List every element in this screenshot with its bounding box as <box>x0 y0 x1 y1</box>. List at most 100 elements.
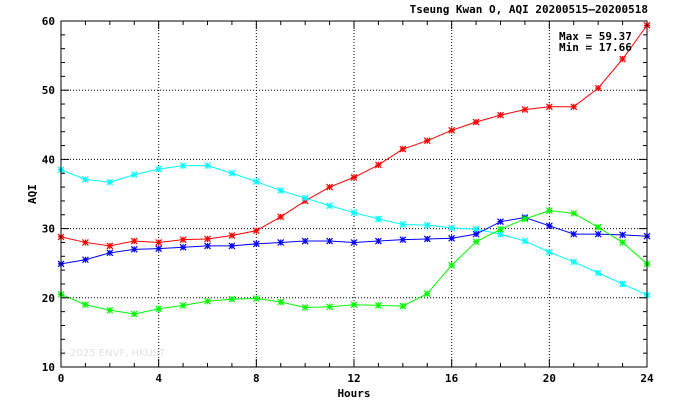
data-point-marker <box>570 103 578 111</box>
data-point-marker <box>155 239 163 246</box>
data-point-marker <box>350 301 358 309</box>
data-point-marker <box>472 238 480 246</box>
data-point-marker <box>472 118 480 126</box>
data-point-marker <box>130 171 138 179</box>
chart-title: Tseung Kwan O, AQI 20200515–20200518 <box>410 3 648 16</box>
data-point-marker <box>448 234 456 242</box>
data-point-marker <box>472 230 480 238</box>
series-3 <box>57 207 651 318</box>
data-point-marker <box>619 239 627 246</box>
data-point-marker <box>326 303 334 311</box>
data-point-marker <box>423 290 431 298</box>
data-point-marker <box>399 221 407 228</box>
data-point-marker <box>399 236 407 244</box>
data-point-marker <box>350 173 358 181</box>
data-point-marker <box>106 242 114 250</box>
data-point-marker <box>570 230 578 238</box>
data-point-marker <box>252 178 260 185</box>
max-annotation: Max = 59.37 <box>559 30 632 43</box>
data-point-marker <box>252 295 260 302</box>
data-point-marker <box>423 137 431 145</box>
min-annotation: Min = 17.66 <box>559 41 632 54</box>
y-tick-label: 50 <box>42 84 55 97</box>
data-point-marker <box>155 245 163 253</box>
axis-ticks: 0 4 8 12 16 20 24 10 20 30 40 50 60 <box>42 15 654 385</box>
data-point-marker <box>619 55 627 63</box>
data-point-marker <box>448 261 456 269</box>
data-point-marker <box>81 239 89 246</box>
data-point-marker <box>301 304 309 311</box>
data-point-marker <box>179 301 187 309</box>
data-point-marker <box>179 236 187 244</box>
data-point-marker <box>228 169 236 177</box>
data-point-marker <box>277 239 285 246</box>
data-point-marker <box>326 202 334 210</box>
data-point-marker <box>277 298 285 306</box>
data-point-marker <box>423 221 431 229</box>
y-tick-label: 10 <box>42 361 55 374</box>
x-axis-label: Hours <box>337 387 370 400</box>
data-point-marker <box>497 230 504 238</box>
data-point-marker <box>106 178 114 186</box>
data-point-marker <box>521 237 529 245</box>
data-point-marker <box>326 237 334 245</box>
data-point-marker <box>277 213 285 221</box>
data-point-marker <box>399 145 407 153</box>
data-point-marker <box>130 245 138 253</box>
x-tick-label: 16 <box>445 372 459 385</box>
data-point-marker <box>106 306 114 314</box>
watermark: © 2025 ENVF, HKUST <box>57 348 166 359</box>
data-point-marker <box>155 165 163 173</box>
data-point-marker <box>521 215 529 223</box>
data-point-marker <box>399 302 407 310</box>
data-point-marker <box>228 295 236 303</box>
data-point-marker <box>374 301 382 309</box>
data-point-marker <box>570 258 578 266</box>
data-point-marker <box>570 209 578 217</box>
data-point-marker <box>350 209 358 217</box>
x-tick-label: 12 <box>347 372 360 385</box>
data-point-marker <box>204 242 211 250</box>
data-point-marker <box>179 243 187 251</box>
data-point-marker <box>81 301 89 309</box>
data-point-marker <box>374 215 382 223</box>
data-point-marker <box>619 231 627 239</box>
y-tick-label: 40 <box>42 153 55 166</box>
data-point-marker <box>497 225 504 233</box>
series-2 <box>57 214 651 268</box>
data-point-marker <box>228 242 236 250</box>
data-point-marker <box>277 187 285 194</box>
data-point-marker <box>521 106 529 114</box>
data-point-marker <box>374 161 382 169</box>
data-point-marker <box>619 280 627 288</box>
data-point-marker <box>228 232 236 239</box>
data-point-marker <box>545 207 553 215</box>
x-tick-label: 8 <box>253 372 260 385</box>
data-point-marker <box>301 237 309 245</box>
data-point-marker <box>204 235 211 243</box>
data-point-marker <box>423 235 431 243</box>
data-point-marker <box>81 256 89 264</box>
x-tick-label: 0 <box>58 372 65 385</box>
data-point-marker <box>374 237 382 245</box>
series-line <box>60 210 648 315</box>
data-point-marker <box>594 223 602 231</box>
data-point-marker <box>472 225 480 233</box>
data-point-marker <box>130 310 138 318</box>
y-tick-label: 20 <box>42 292 55 305</box>
data-point-marker <box>252 227 260 235</box>
x-tick-label: 4 <box>155 372 162 385</box>
data-point-marker <box>326 183 334 191</box>
data-point-marker <box>497 218 504 226</box>
data-point-marker <box>204 297 211 305</box>
data-point-marker <box>497 111 504 119</box>
x-tick-label: 20 <box>543 372 556 385</box>
data-point-marker <box>106 249 114 257</box>
data-point-marker <box>130 237 138 245</box>
data-point-marker <box>448 126 456 134</box>
data-point-marker <box>81 176 89 183</box>
y-tick-label: 30 <box>42 223 55 236</box>
data-point-marker <box>179 162 187 170</box>
data-point-marker <box>155 305 163 313</box>
